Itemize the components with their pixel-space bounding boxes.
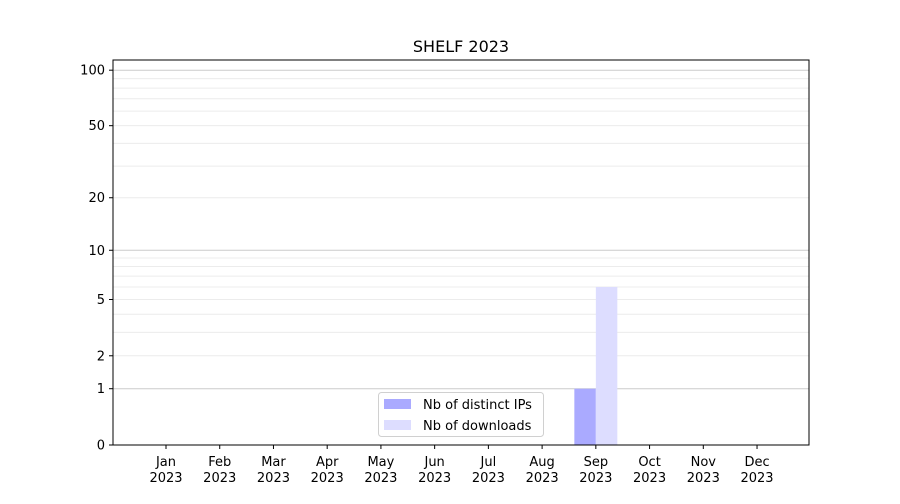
legend: Nb of distinct IPs Nb of downloads [378, 392, 544, 437]
y-tick-label: 0 [97, 439, 105, 454]
x-tick-label: Aug [529, 455, 554, 470]
x-tick-label: 2023 [526, 471, 559, 486]
legend-swatch [384, 420, 411, 430]
x-tick-label: Mar [261, 455, 286, 470]
x-tick-label: 2023 [687, 471, 720, 486]
x-tick-label: 2023 [203, 471, 236, 486]
x-tick-label: 2023 [149, 471, 182, 486]
x-tick-label: Dec [744, 455, 769, 470]
x-tick-label: Apr [316, 455, 339, 470]
x-tick-label: 2023 [740, 471, 773, 486]
x-tick-label: Jul [480, 455, 497, 470]
y-axis: 0 1 2 5 10 20 50 100 [80, 64, 113, 454]
y-tick-label: 1 [97, 382, 105, 397]
bar-distinct-ips [574, 388, 596, 445]
x-tick-label: Jun [423, 455, 444, 470]
legend-swatch [384, 399, 411, 409]
plot-frame [112, 59, 810, 446]
x-tick-label: 2023 [311, 471, 344, 486]
x-tick-label: Sep [584, 455, 609, 470]
legend-box [378, 392, 544, 437]
y-tick-label: 20 [88, 191, 105, 206]
x-tick-label: 2023 [418, 471, 451, 486]
x-tick-label: Jan [155, 455, 176, 470]
x-tick-label: Feb [208, 455, 231, 470]
bar-downloads [595, 286, 618, 445]
y-tick-label: 100 [80, 64, 105, 79]
x-tick-label: 2023 [472, 471, 505, 486]
grid [113, 69, 809, 390]
y-tick-label: 50 [88, 119, 105, 134]
y-tick-label: 5 [97, 293, 105, 308]
x-tick-label: Oct [638, 455, 660, 470]
x-tick-label: 2023 [579, 471, 612, 486]
x-tick-label: 2023 [257, 471, 290, 486]
legend-label: Nb of distinct IPs [423, 398, 532, 413]
x-tick-label: 2023 [633, 471, 666, 486]
x-tick-label: Nov [691, 455, 717, 470]
x-axis: Jan2023Feb2023Mar2023Apr2023May2023Jun20… [149, 445, 774, 486]
x-tick-label: 2023 [364, 471, 397, 486]
y-tick-label: 10 [88, 244, 105, 259]
bars [574, 286, 618, 445]
y-tick-label: 2 [97, 349, 105, 364]
x-tick-label: May [367, 455, 394, 470]
chart-title: SHELF 2023 [413, 37, 509, 56]
legend-label: Nb of downloads [423, 419, 532, 434]
